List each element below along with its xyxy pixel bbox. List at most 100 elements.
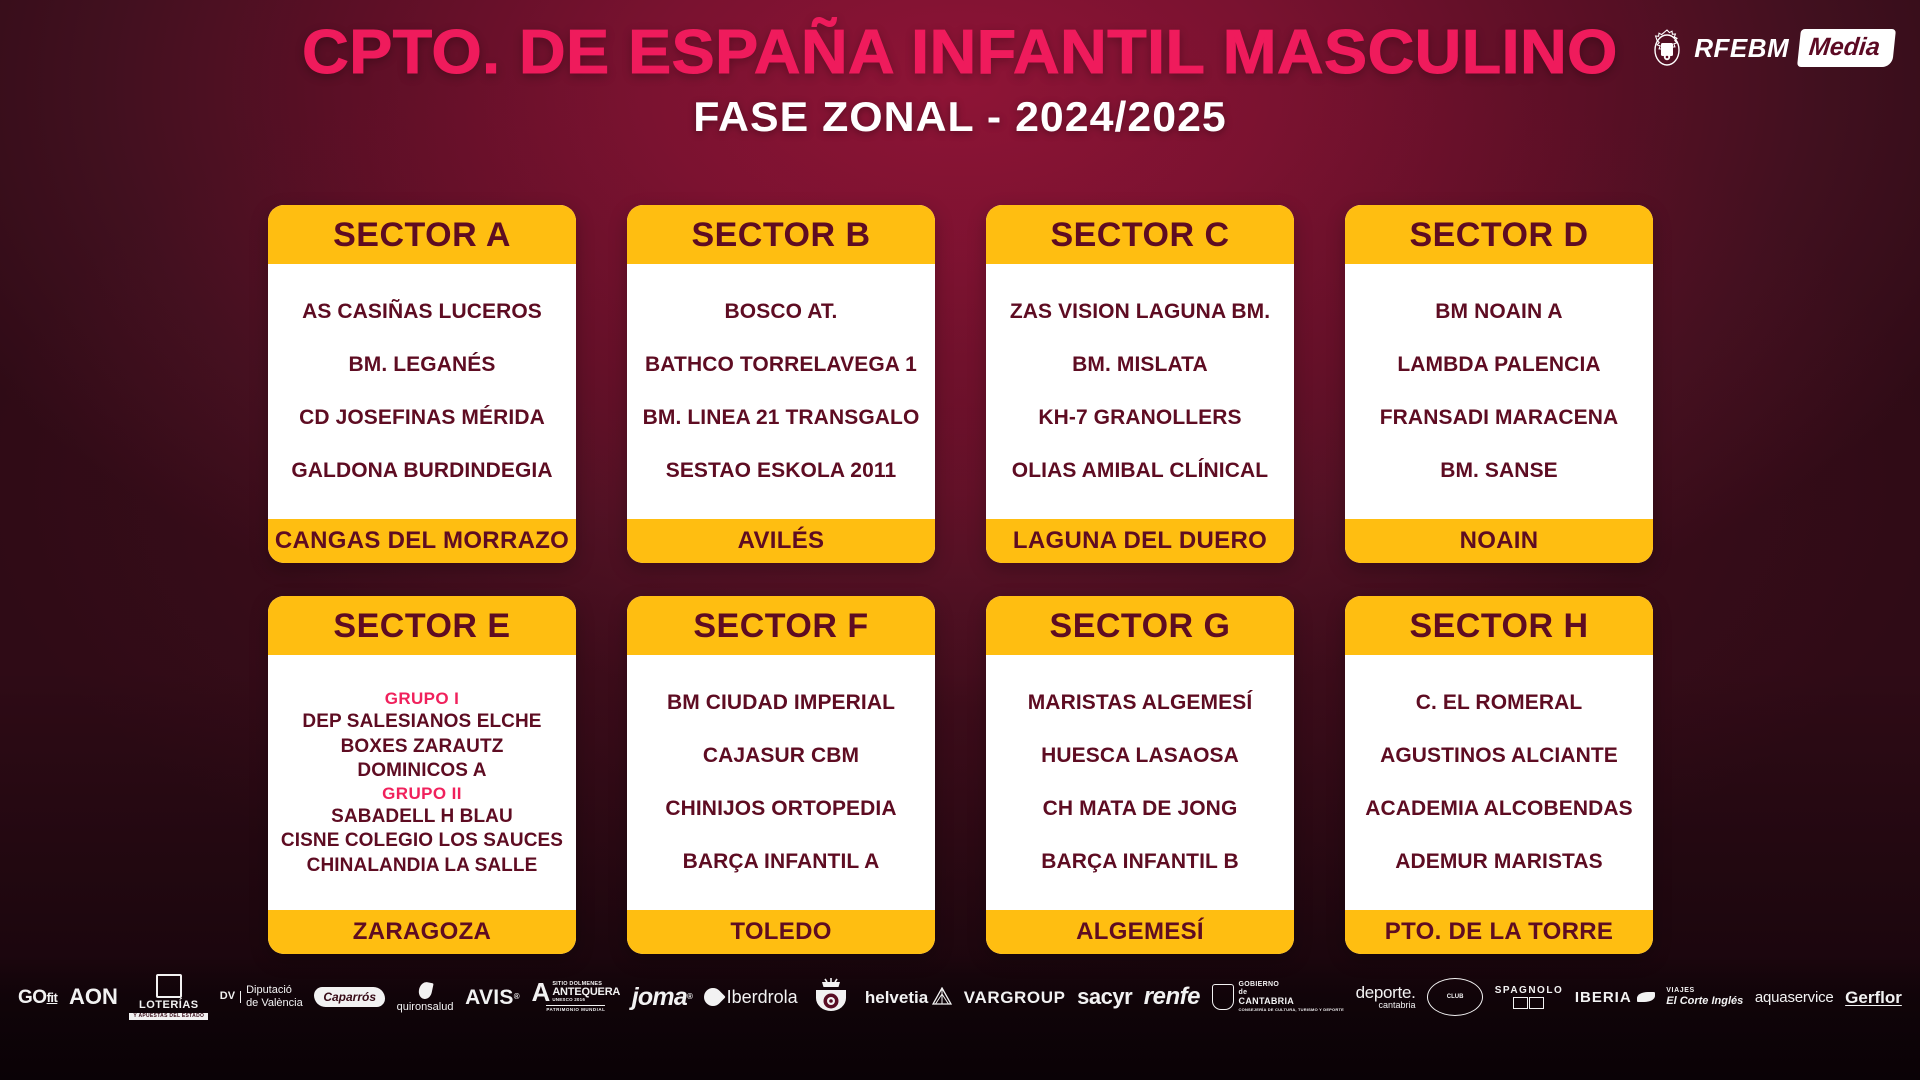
iberdrola-flame-icon: [699, 984, 726, 1010]
sector-venue: CANGAS DEL MORRAZO: [268, 519, 576, 563]
sector-card-b: SECTOR B BOSCO AT. BATHCO TORRELAVEGA 1 …: [627, 205, 935, 563]
team-name: FRANSADI MARACENA: [1379, 405, 1619, 429]
antequera-logo: A SITIO DOLMENES ANTEQUERA UNESCO 2016 P…: [531, 976, 621, 1012]
team-name: BM. LINEA 21 TRANSGALO: [642, 405, 920, 429]
sector-title: SECTOR D: [1345, 205, 1653, 264]
sector-title: SECTOR A: [268, 205, 576, 264]
sector-venue: AVILÉS: [627, 519, 935, 563]
sector-venue: LAGUNA DEL DUERO: [986, 519, 1294, 563]
loterias-mark-icon: [155, 974, 182, 998]
quiron-drop-icon: [416, 980, 434, 1000]
iberia-leaf-icon: [1636, 992, 1655, 1002]
gofit-logo: GO fit: [18, 986, 58, 1008]
team-name: HUESCA LASAOSA: [1041, 743, 1239, 767]
sector-team-list: BOSCO AT. BATHCO TORRELAVEGA 1 BM. LINEA…: [627, 264, 935, 519]
avis-logo: AVIS ®: [465, 985, 520, 1009]
rfebm-media-logo: RFEBM Media: [1650, 26, 1896, 70]
team-name: CD JOSEFINAS MÉRIDA: [299, 405, 545, 429]
gerflor-logo: Gerflor: [1845, 987, 1902, 1007]
sector-card-c: SECTOR C ZAS VISION LAGUNA BM. BM. MISLA…: [986, 205, 1294, 563]
team-name: SESTAO ESKOLA 2011: [665, 458, 897, 482]
rfebm-wordmark: RFEBM: [1694, 33, 1790, 63]
team-name: BM. MISLATA: [1072, 352, 1208, 376]
team-name: OLIAS AMIBAL CLÍNICAL: [1011, 458, 1269, 482]
diputacio-valencia-logo: DV Diputació de València: [219, 984, 303, 1009]
sacyr-logo: sacyr: [1077, 984, 1133, 1009]
quironsalud-logo: quironsalud: [397, 980, 453, 1013]
team-name: AGUSTINOS ALCIANTE: [1380, 743, 1618, 767]
group-label: GRUPO I: [384, 689, 460, 709]
sectors-grid: SECTOR A AS CASIÑAS LUCEROS BM. LEGANÉS …: [268, 205, 1654, 954]
iberia-logo: IBERIA: [1575, 990, 1655, 1005]
sector-venue: NOAIN: [1345, 519, 1653, 563]
caparros-logo: Caparrós: [314, 987, 386, 1007]
team-name: CH MATA DE JONG: [1042, 796, 1238, 820]
sector-team-list: BM NOAIN A LAMBDA PALENCIA FRANSADI MARA…: [1345, 264, 1653, 519]
oval-badge-logo: CLUB: [1427, 978, 1484, 1016]
team-name: BM. SANSE: [1440, 458, 1558, 482]
sector-card-e: SECTOR E GRUPO I DEP SALESIANOS ELCHE BO…: [268, 596, 576, 954]
sector-team-list: BM CIUDAD IMPERIAL CAJASUR CBM CHINIJOS …: [627, 655, 935, 910]
page-title: CPTO. DE ESPAÑA INFANTIL MASCULINO: [302, 18, 1618, 87]
team-name: BOSCO AT.: [724, 299, 838, 323]
sector-team-list: C. EL ROMERAL AGUSTINOS ALCIANTE ACADEMI…: [1345, 655, 1653, 910]
correos-logo: [809, 977, 853, 1017]
team-name: BATHCO TORRELAVEGA 1: [645, 352, 917, 376]
sector-card-d: SECTOR D BM NOAIN A LAMBDA PALENCIA FRAN…: [1345, 205, 1653, 563]
vargroup-logo: VARGROUP: [963, 987, 1066, 1007]
team-name: BM CIUDAD IMPERIAL: [666, 690, 896, 714]
team-name: ADEMUR MARISTAS: [1395, 849, 1603, 873]
team-name: GALDONA BURDINDEGIA: [291, 458, 553, 482]
oval-badge-icon: CLUB: [1427, 978, 1484, 1016]
team-name: AS CASIÑAS LUCEROS: [302, 299, 542, 323]
aquaservice-logo: aquaservice: [1754, 988, 1834, 1006]
cantabria-shield-icon: [1211, 984, 1234, 1010]
page-subtitle: FASE ZONAL - 2024/2025: [693, 93, 1227, 140]
correos-horn-icon: [809, 977, 853, 1017]
team-name: LAMBDA PALENCIA: [1397, 352, 1601, 376]
sector-team-list: GRUPO I DEP SALESIANOS ELCHE BOXES ZARAU…: [268, 655, 576, 910]
sector-team-list: ZAS VISION LAGUNA BM. BM. MISLATA KH-7 G…: [986, 264, 1294, 519]
team-name: BARÇA INFANTIL A: [682, 849, 880, 873]
sector-venue: ZARAGOZA: [268, 910, 576, 954]
viajes-corte-ingles-logo: VIAJES El Corte Inglés: [1666, 987, 1744, 1007]
deporte-cantabria-logo: deporte. cantabria: [1355, 983, 1416, 1010]
sector-title: SECTOR G: [986, 596, 1294, 655]
sponsor-bar: GO fit AON LOTERÍAS Y APUESTAS DEL ESTADO…: [0, 956, 1920, 1080]
team-name: DEP SALESIANOS ELCHE: [302, 711, 542, 733]
team-name: C. EL ROMERAL: [1415, 690, 1583, 714]
team-name: DOMINICOS A: [357, 759, 487, 781]
sector-venue: ALGEMESÍ: [986, 910, 1294, 954]
renfe-logo: renfe: [1143, 983, 1201, 1010]
gobierno-cantabria-logo: GOBIERNO de CANTABRIA CONSEJERÍA DE CULT…: [1211, 981, 1344, 1013]
spagnolo-logo: SPAGNOLO: [1495, 985, 1563, 1009]
loterias-logo: LOTERÍAS Y APUESTAS DEL ESTADO: [129, 974, 209, 1020]
team-name: BARÇA INFANTIL B: [1041, 849, 1239, 873]
helvetia-logo: helvetia: [865, 986, 953, 1008]
team-name: ACADEMIA ALCOBENDAS: [1365, 796, 1633, 820]
media-wordmark: Media: [1797, 29, 1896, 67]
sector-team-list: AS CASIÑAS LUCEROS BM. LEGANÉS CD JOSEFI…: [268, 264, 576, 519]
sector-team-list: MARISTAS ALGEMESÍ HUESCA LASAOSA CH MATA…: [986, 655, 1294, 910]
team-name: CAJASUR CBM: [702, 743, 860, 767]
crossed-flags-icon: [1513, 996, 1545, 1009]
team-name: KH-7 GRANOLLERS: [1038, 405, 1242, 429]
iberdrola-logo: Iberdrola: [699, 984, 798, 1010]
sector-title: SECTOR E: [268, 596, 576, 655]
sector-card-f: SECTOR F BM CIUDAD IMPERIAL CAJASUR CBM …: [627, 596, 935, 954]
sector-card-g: SECTOR G MARISTAS ALGEMESÍ HUESCA LASAOS…: [986, 596, 1294, 954]
sector-title: SECTOR B: [627, 205, 935, 264]
joma-logo: joma ®: [631, 982, 693, 1011]
team-name: MARISTAS ALGEMESÍ: [1027, 690, 1253, 714]
sector-card-h: SECTOR H C. EL ROMERAL AGUSTINOS ALCIANT…: [1345, 596, 1653, 954]
sector-title: SECTOR F: [627, 596, 935, 655]
sector-title: SECTOR H: [1345, 596, 1653, 655]
sector-venue: TOLEDO: [627, 910, 935, 954]
team-name: BM NOAIN A: [1435, 299, 1563, 323]
sector-card-a: SECTOR A AS CASIÑAS LUCEROS BM. LEGANÉS …: [268, 205, 576, 563]
team-name: CISNE COLEGIO LOS SAUCES: [280, 830, 564, 852]
team-name: SABADELL H BLAU: [331, 806, 513, 828]
aon-logo: AON: [68, 984, 118, 1009]
sector-venue: PTO. DE LA TORRE: [1345, 910, 1653, 954]
